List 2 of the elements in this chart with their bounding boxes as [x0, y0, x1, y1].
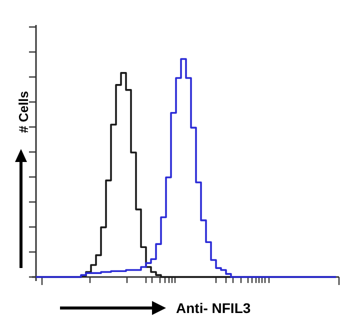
- x-axis-title: Anti- NFIL3: [176, 300, 251, 316]
- y-axis-title: # Cells: [16, 91, 31, 133]
